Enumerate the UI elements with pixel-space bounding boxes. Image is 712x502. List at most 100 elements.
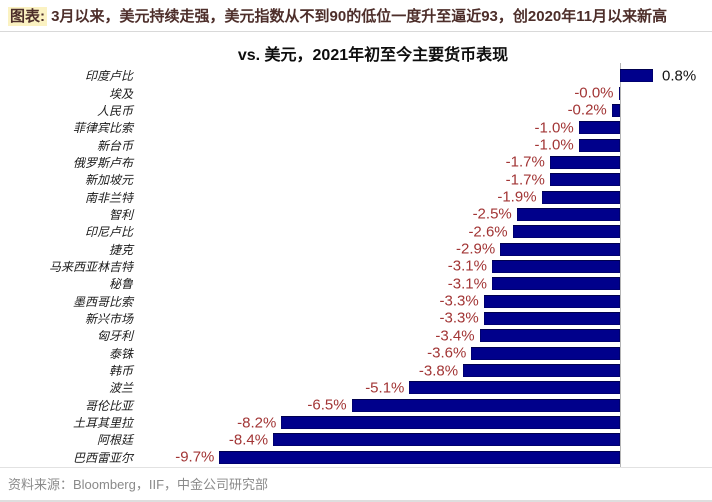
category-label: 印度卢比 [84, 69, 133, 84]
bar-track: -3.1% [133, 257, 712, 275]
figure-caption: 图表: 3月以来，美元持续走强，美元指数从不到90的低位一度升至逼近93，创20… [8, 7, 708, 27]
category-label: 南非兰特 [84, 190, 133, 205]
value-label: -3.3% [439, 292, 479, 310]
bar-track: -1.0% [133, 136, 712, 154]
category-label: 马来西亚林吉特 [48, 259, 133, 274]
bar-track: -6.5% [133, 396, 712, 414]
value-label: -3.1% [447, 275, 487, 293]
value-label: -9.7% [175, 448, 215, 466]
value-label: -5.1% [365, 379, 405, 397]
value-label: -2.6% [468, 223, 508, 241]
category-label: 波兰 [108, 381, 133, 396]
bar [409, 381, 620, 395]
value-label: -1.0% [534, 119, 574, 137]
chart-row: 阿根廷 -8.4% [0, 431, 712, 448]
page-bottom-edge [0, 500, 712, 502]
value-label: -1.0% [534, 136, 574, 154]
chart-row: 新台币 -1.0% [0, 136, 712, 154]
category-label: 韩币 [108, 364, 133, 379]
source-note: 资料来源：Bloomberg，IIF，中金公司研究部 [8, 477, 269, 492]
chart-row: 巴西雷亚尔 -9.7% [0, 449, 712, 466]
caption-divider [0, 31, 712, 32]
bar [483, 311, 620, 325]
bar-chart: 印度卢比 0.8% 埃及 -0.0% 人民币 -0.2% 菲律宾比索 -1.0% 新台币 -1.0… [0, 63, 712, 467]
value-label: -8.4% [228, 431, 269, 449]
value-label: -1.7% [505, 153, 545, 171]
bar [618, 86, 620, 100]
bar-track: -0.2% [133, 101, 712, 119]
chart-row: 印度卢比 0.8% [0, 67, 712, 84]
value-label: -3.8% [418, 362, 459, 380]
bar [479, 329, 620, 343]
category-label: 墨西哥比索 [72, 294, 133, 309]
bar [491, 277, 620, 291]
chart-row: 墨西哥比索 -3.3% [0, 292, 712, 310]
value-label: 0.8% [662, 67, 697, 85]
chart-row: 哥伦比亚 -6.5% [0, 397, 712, 414]
value-label: -0.2% [567, 101, 607, 119]
category-label: 阿根廷 [96, 433, 133, 448]
chart-row: 人民币 -0.2% [0, 102, 712, 119]
value-label: -8.2% [237, 414, 277, 432]
bar-track: -2.6% [133, 223, 712, 241]
chart-row: 南非兰特 -1.9% [0, 188, 712, 206]
category-label: 巴西雷亚尔 [72, 450, 133, 465]
bar [578, 121, 620, 135]
bar [500, 242, 620, 256]
bar-track: 0.8% [133, 67, 712, 85]
category-label: 捷克 [108, 242, 133, 257]
chart-row: 印尼卢比 -2.6% [0, 223, 712, 240]
zero-axis-line [620, 63, 621, 467]
bar [281, 416, 620, 430]
category-label: 新台币 [96, 138, 133, 153]
bar [491, 259, 620, 273]
bar-track: -3.3% [133, 309, 712, 327]
category-label: 菲律宾比索 [72, 121, 133, 136]
category-label: 印尼卢比 [84, 225, 133, 240]
bar-track: -3.4% [133, 327, 712, 344]
bar-track: -2.9% [133, 240, 712, 258]
bar-track: -2.5% [133, 205, 712, 223]
bar [219, 450, 620, 464]
category-label: 智利 [108, 207, 133, 222]
category-label: 土耳其里拉 [72, 416, 133, 431]
bar [578, 138, 620, 152]
chart-row: 捷克 -2.9% [0, 240, 712, 258]
bar [351, 398, 620, 412]
chart-title: vs. 美元，2021年初至今主要货币表现 [237, 47, 509, 64]
value-label: -3.3% [439, 309, 479, 327]
bar-track: -0.0% [133, 84, 712, 102]
category-label: 匈牙利 [96, 329, 133, 344]
footer-divider [0, 467, 712, 468]
bar-track: -1.0% [133, 119, 712, 137]
category-label: 秘鲁 [108, 277, 133, 292]
chart-row: 新加坡元 -1.7% [0, 171, 712, 188]
value-label: -2.9% [456, 240, 496, 258]
category-label: 人民币 [96, 103, 133, 118]
category-label: 新兴市场 [84, 311, 133, 326]
value-label: -6.5% [307, 396, 347, 414]
bar-track: -3.3% [133, 292, 712, 310]
chart-row: 匈牙利 -3.4% [0, 327, 712, 344]
chart-row: 波兰 -5.1% [0, 379, 712, 396]
chart-row: 埃及 -0.0% [0, 84, 712, 102]
bar [512, 225, 620, 239]
bar-track: -8.4% [133, 431, 712, 449]
bar-track: -9.7% [133, 448, 712, 466]
bar-track: -1.7% [133, 153, 712, 171]
bar-track: -3.6% [133, 344, 712, 362]
bar [516, 207, 620, 221]
category-label: 新加坡元 [84, 173, 133, 188]
value-label: -3.1% [447, 257, 487, 275]
value-label: -2.5% [472, 205, 512, 223]
value-label: -0.0% [574, 84, 614, 102]
bar [483, 294, 620, 308]
bar-track: -5.1% [133, 379, 712, 397]
bar-track: -3.8% [133, 362, 712, 380]
chart-row: 马来西亚林吉特 -3.1% [0, 258, 712, 275]
chart-row: 秘鲁 -3.1% [0, 275, 712, 292]
bar [273, 433, 620, 447]
bar [611, 103, 620, 117]
value-label: -3.6% [427, 344, 467, 362]
chart-row: 泰铢 -3.6% [0, 345, 712, 362]
